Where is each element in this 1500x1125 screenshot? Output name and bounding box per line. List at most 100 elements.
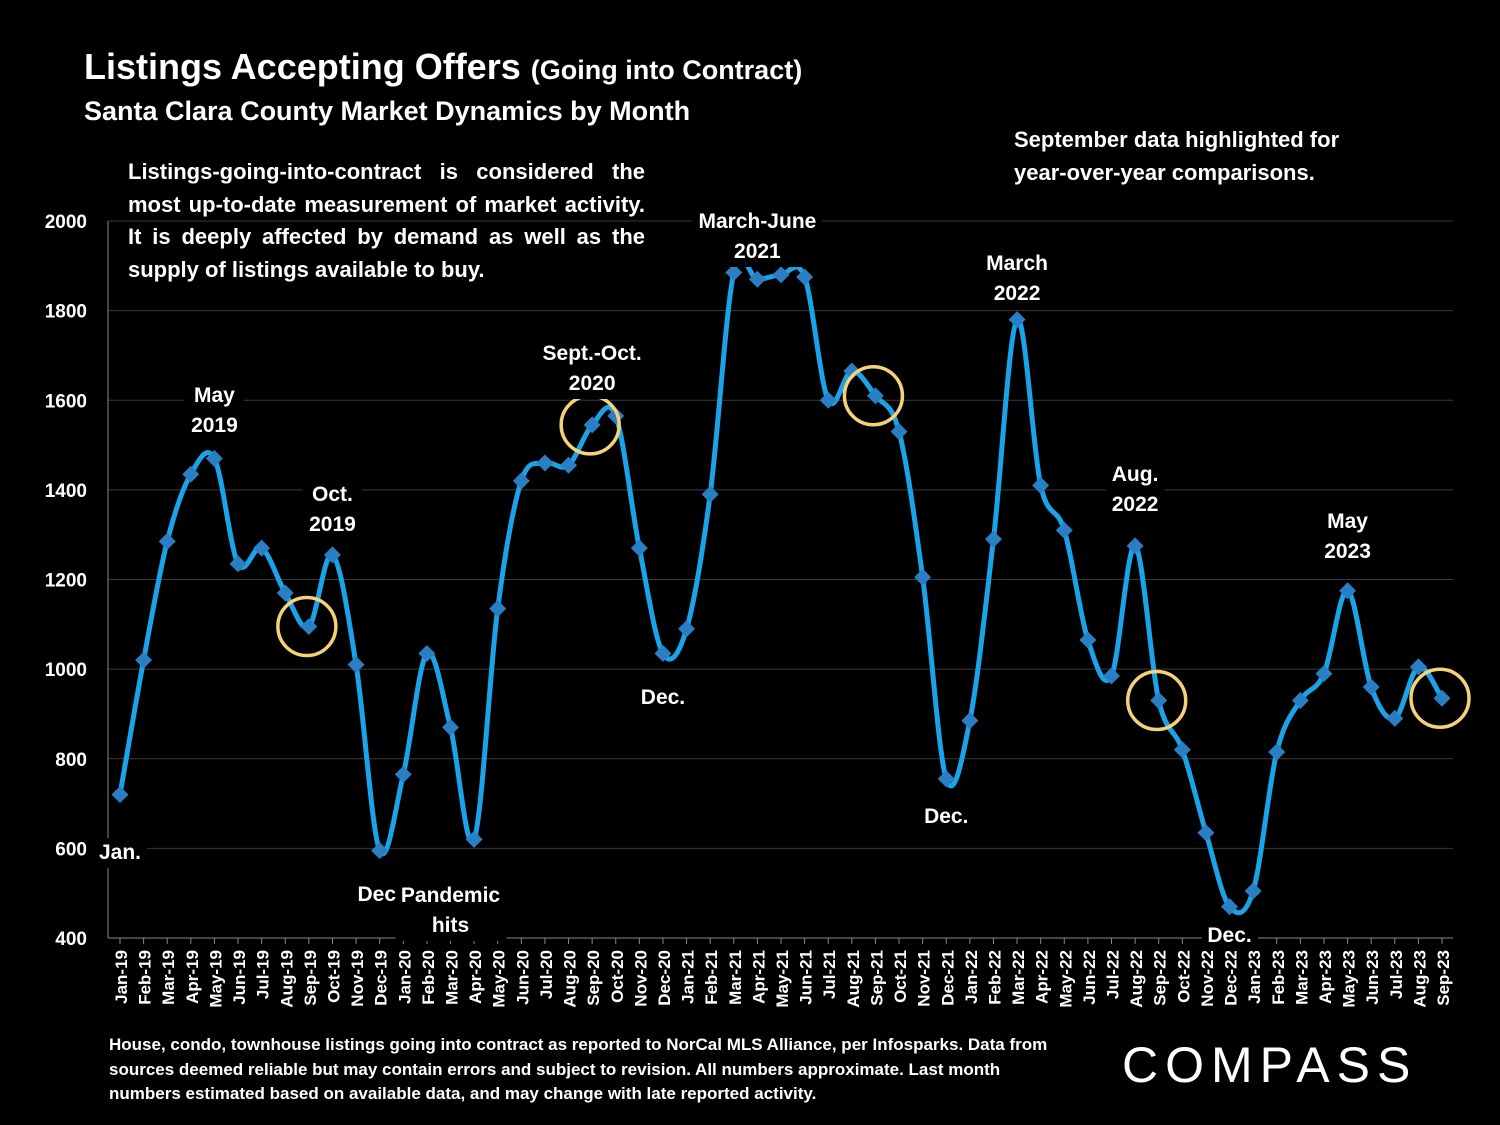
data-point (1291, 692, 1309, 709)
x-tick-label: Jul-21 (820, 950, 839, 999)
y-tick-label: 800 (55, 750, 87, 771)
x-tick-label: Jan-21 (679, 950, 698, 1004)
data-point (489, 600, 507, 618)
annotation-line: March-June (698, 209, 817, 233)
x-tick-label: Feb-20 (419, 950, 438, 1005)
note-right: September data highlighted for year-over… (1014, 127, 1340, 185)
data-point (560, 456, 578, 474)
x-tick-label: Oct-19 (324, 950, 343, 1003)
x-tick-label: Dec-21 (938, 950, 957, 1006)
x-tick-label: Dec-22 (1222, 950, 1241, 1006)
annotation-line: 2021 (734, 239, 781, 263)
y-tick-label: 2000 (45, 212, 87, 233)
highlight-circle (1409, 667, 1471, 730)
x-tick-label: May-21 (773, 950, 792, 1008)
data-point (1433, 689, 1451, 707)
x-tick-label: Jun-21 (797, 950, 816, 1005)
highlight-circle (276, 595, 338, 658)
data-point (253, 539, 271, 557)
note-left: Listings-going-into-contract is consider… (128, 159, 645, 282)
x-tick-label: Sep-23 (1434, 950, 1453, 1006)
data-point (748, 270, 766, 288)
annotation-line: 2019 (191, 414, 238, 438)
x-tick-label: Feb-22 (985, 950, 1004, 1005)
data-point (1079, 631, 1097, 649)
data-point (984, 530, 1002, 548)
x-tick-label: Sep-22 (1151, 950, 1170, 1006)
annotation: Dec. (918, 802, 975, 832)
data-point (1150, 692, 1168, 709)
x-tick-label: Jun-19 (230, 950, 249, 1005)
data-point (394, 765, 412, 783)
x-tick-label: Mar-23 (1292, 950, 1311, 1005)
x-tick-label: Mar-21 (726, 950, 745, 1005)
x-tick-label: Sep-21 (867, 950, 886, 1006)
x-tick-label: Feb-23 (1269, 950, 1288, 1005)
x-tick-label: Jan-20 (395, 950, 414, 1004)
annotation-line: 2022 (993, 282, 1041, 306)
x-tick-label: Jan-23 (1245, 950, 1264, 1004)
y-tick-label: 1600 (45, 391, 87, 412)
data-point (654, 644, 672, 662)
data-point (371, 842, 389, 860)
x-tick-label: May-20 (490, 950, 509, 1008)
x-tick-label: Jul-19 (254, 950, 273, 999)
data-point (914, 568, 932, 586)
series-line (117, 255, 1445, 916)
data-point (135, 651, 153, 669)
x-tick-label: Jul-23 (1387, 950, 1406, 999)
chart-subtitle: Santa Clara County Market Dynamics by Mo… (84, 96, 691, 126)
x-tick-label: Jun-22 (1080, 950, 1099, 1005)
annotation: Oct. 2019 (303, 480, 362, 541)
x-tick-labels: Jan-19 Feb-19 Mar-19 Apr-19 May-19 Jun-19 Jul-… (112, 938, 1453, 1008)
annotation-line: Dec. (1207, 923, 1252, 947)
data-point (111, 786, 129, 804)
data-point (796, 268, 814, 286)
data-point (1008, 311, 1026, 329)
data-point (276, 584, 294, 602)
data-point (1126, 537, 1144, 555)
x-tick-label: Apr-23 (1316, 950, 1335, 1004)
data-point (1409, 658, 1427, 676)
y-tick-label: 400 (55, 929, 87, 950)
x-tick-label: Aug-23 (1410, 950, 1429, 1008)
y-tick-label: 1400 (45, 481, 87, 502)
annotation-line: Oct. (312, 483, 353, 507)
x-tick-label: Mar-20 (443, 950, 462, 1005)
data-point (1244, 882, 1262, 900)
data-point (1221, 898, 1239, 916)
x-tick-label: Jul-20 (537, 950, 556, 999)
data-point (536, 454, 554, 472)
data-point (1173, 741, 1191, 759)
x-tick-label: Nov-20 (631, 950, 650, 1007)
annotation-line: Dec. (924, 805, 969, 828)
compass-logo: COMPASS (1122, 1037, 1418, 1093)
data-point (182, 465, 200, 483)
data-point (937, 770, 955, 788)
x-tick-label: Feb-21 (702, 950, 721, 1005)
x-tick-label: Jul-22 (1104, 950, 1123, 999)
annotation: Sept.-Oct. 2020 (536, 338, 648, 399)
data-point (1197, 824, 1215, 842)
data-point (1055, 521, 1073, 539)
annotation-line: Jan. (98, 840, 142, 864)
y-tick-labels: 400 600 800 1000 1200 1400 1600 1800 2000 (45, 212, 87, 950)
data-point (158, 532, 176, 550)
data-point (961, 712, 979, 730)
data-point (1268, 743, 1286, 761)
data-point (1362, 678, 1380, 696)
x-tick-label: Nov-21 (915, 950, 934, 1007)
data-points (111, 264, 1451, 916)
x-tick-label: Sep-19 (301, 950, 320, 1006)
x-tick-label: Oct-21 (891, 950, 910, 1003)
annotation-line: 2020 (568, 371, 616, 395)
highlight-circles (276, 365, 1471, 732)
data-point (725, 264, 743, 282)
data-point (678, 620, 696, 638)
annotation-line: 2022 (1111, 492, 1159, 516)
data-point (1032, 476, 1050, 494)
x-tick-label: Dec-20 (655, 950, 674, 1006)
annotation-line: March (986, 252, 1048, 276)
x-tick-label: Jan-19 (112, 950, 131, 1004)
